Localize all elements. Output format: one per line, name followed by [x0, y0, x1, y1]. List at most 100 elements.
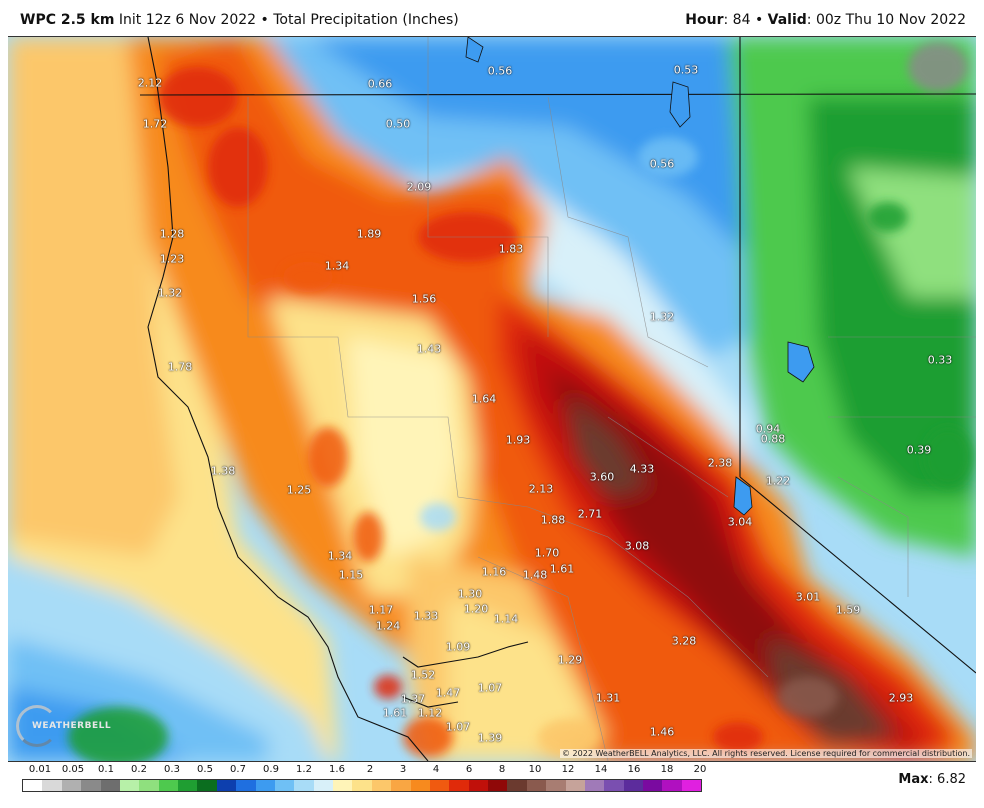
precip-value-label: 1.09	[445, 640, 471, 654]
precip-value-label: 1.33	[413, 609, 439, 623]
legend-swatch	[526, 780, 547, 791]
precip-value-label: 1.83	[498, 242, 524, 256]
legend-tick-label: 0.5	[197, 764, 213, 775]
precip-value-label: 1.25	[286, 483, 312, 497]
legend-swatch	[488, 780, 508, 791]
precip-value-label: 2.93	[888, 691, 914, 705]
legend-swatch	[274, 780, 295, 791]
legend-color-bar	[22, 779, 702, 792]
legend-swatch	[197, 780, 217, 791]
legend-tick-label: 20	[693, 764, 707, 775]
legend-tick-label: 0.3	[164, 764, 180, 775]
valid-label: Valid	[767, 12, 807, 28]
precip-value-label: 0.56	[649, 157, 675, 171]
precip-value-label: 1.20	[463, 602, 489, 616]
precip-value-label: 0.50	[385, 117, 411, 131]
precip-value-label: 3.60	[589, 470, 615, 484]
precip-value-label: 1.32	[649, 310, 675, 324]
legend-swatch	[371, 780, 392, 791]
precip-value-label: 1.56	[411, 292, 437, 306]
valid-value: : 00z Thu 10 Nov 2022	[806, 12, 966, 28]
legend-swatch	[313, 780, 333, 791]
precip-value-label: 1.64	[471, 392, 497, 406]
hour-label: Hour	[685, 12, 724, 28]
precip-value-label: 1.34	[327, 549, 353, 563]
precip-value-label: 1.52	[410, 668, 436, 682]
county-lines	[247, 37, 976, 761]
precip-value-label: 1.39	[477, 731, 503, 745]
legend-swatch	[584, 780, 605, 791]
legend-swatch	[100, 780, 120, 791]
model-name: WPC 2.5 km	[20, 12, 115, 28]
legend-swatch	[507, 780, 527, 791]
state-borders	[139, 37, 976, 761]
precip-value-label: 0.66	[367, 77, 393, 91]
precip-value-label: 1.38	[210, 464, 236, 478]
legend-swatch	[236, 780, 256, 791]
map-title: WPC 2.5 km Init 12z 6 Nov 2022 • Total P…	[20, 12, 459, 28]
legend-tick-label: 0.9	[263, 764, 279, 775]
legend-swatch	[23, 780, 43, 791]
precip-value-label: 1.93	[505, 433, 531, 447]
precip-value-label: 4.33	[629, 462, 655, 476]
legend-tick-label: 8	[498, 764, 506, 775]
precip-value-label: 1.07	[477, 681, 503, 695]
precip-value-label: 3.08	[624, 539, 650, 553]
max-label: Max	[898, 772, 929, 787]
legend-swatch	[565, 780, 585, 791]
legend-tick-label: 14	[594, 764, 608, 775]
weatherbell-logo: WEATHERBELL	[14, 705, 111, 749]
precip-value-label: 1.47	[435, 686, 461, 700]
legend-swatch	[255, 780, 275, 791]
precip-value-label: 1.48	[522, 568, 548, 582]
precip-value-label: 2.12	[137, 76, 163, 90]
precip-value-label: 1.78	[167, 360, 193, 374]
precip-value-label: 1.31	[595, 691, 621, 705]
legend-swatch	[158, 780, 178, 791]
legend-tick-label: 10	[528, 764, 542, 775]
precip-value-label: 1.14	[493, 612, 519, 626]
legend-swatch	[449, 780, 469, 791]
legend-swatch	[216, 780, 237, 791]
legend-swatch	[333, 780, 353, 791]
precip-value-label: 1.30	[457, 587, 483, 601]
precip-value-label: 3.01	[795, 590, 821, 604]
legend-tick-label: 1.6	[329, 764, 345, 775]
precip-value-label: 1.61	[382, 706, 408, 720]
logo-text: WEATHERBELL	[32, 721, 112, 731]
precip-value-label: 0.56	[487, 64, 513, 78]
precip-value-label: 0.39	[906, 443, 932, 457]
legend-swatch	[391, 780, 411, 791]
legend-swatch	[429, 780, 450, 791]
precip-value-label: 1.15	[338, 568, 364, 582]
precip-value-label: 2.38	[707, 456, 733, 470]
init-info: Init 12z 6 Nov 2022 • Total Precipitatio…	[114, 12, 459, 28]
precip-value-label: 2.71	[577, 507, 603, 521]
copyright-notice: © 2022 WeatherBELL Analytics, LLC. All r…	[560, 749, 972, 758]
legend-swatch	[119, 780, 140, 791]
precip-value-label: 1.07	[445, 720, 471, 734]
hour-value: : 84 •	[723, 12, 768, 28]
legend-tick-label: 18	[660, 764, 674, 775]
legend-swatch	[623, 780, 643, 791]
legend-tick-label: 0.2	[131, 764, 147, 775]
max-number: : 6.82	[928, 772, 966, 787]
legend-swatch	[81, 780, 101, 791]
valid-time: Hour: 84 • Valid: 00z Thu 10 Nov 2022	[685, 12, 966, 28]
precip-value-label: 1.28	[159, 227, 185, 241]
legend-swatch	[410, 780, 430, 791]
precip-value-label: 1.88	[540, 513, 566, 527]
legend-swatch	[546, 780, 566, 791]
legend-swatch	[352, 780, 372, 791]
precip-value-label: 1.23	[159, 252, 185, 266]
precip-value-label: 1.16	[481, 565, 507, 579]
legend-swatch	[662, 780, 682, 791]
precip-value-label: 3.04	[727, 515, 753, 529]
precip-value-label: 0.94	[755, 422, 781, 436]
precip-value-label: 1.24	[375, 619, 401, 633]
lakes	[465, 37, 815, 516]
legend-tick-label: 0.01	[28, 764, 52, 775]
precip-value-label: 1.59	[835, 603, 861, 617]
legend-tick-label: 16	[627, 764, 641, 775]
logo-swirl-icon	[16, 705, 58, 747]
